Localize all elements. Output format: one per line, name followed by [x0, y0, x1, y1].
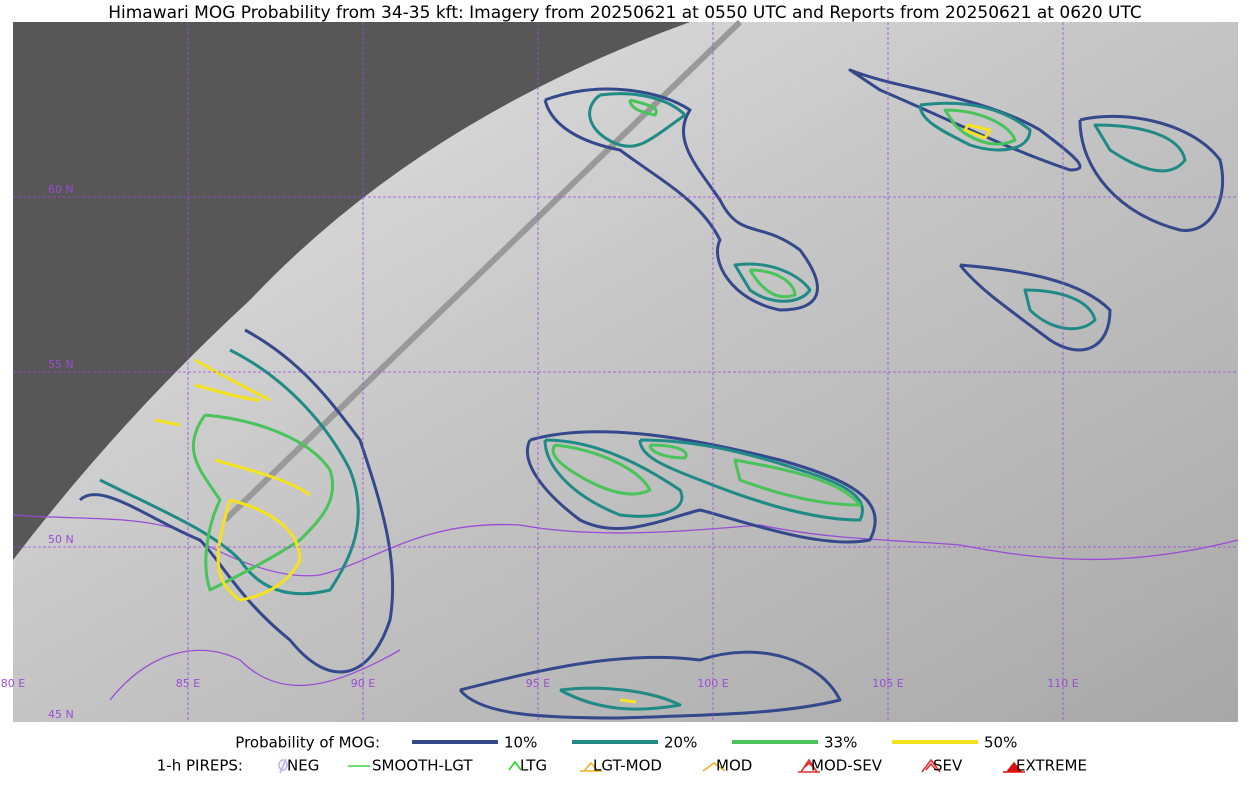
legend-icon: [921, 758, 941, 773]
legend-label: LGT-MOD: [593, 757, 662, 775]
legend-label: SEV: [933, 757, 963, 775]
legend-label: EXTREME: [1016, 757, 1087, 775]
legend-title: Probability of MOG:: [235, 734, 380, 752]
legend-label: 50%: [984, 734, 1017, 752]
lon-label: 90 E: [351, 677, 375, 690]
legend-icon: [580, 761, 602, 772]
lat-label: 45 N: [48, 708, 74, 721]
legend-label: 10%: [504, 734, 537, 752]
legend-label: NEG: [287, 757, 319, 775]
lon-label: 80 E: [1, 677, 25, 690]
legend-label: MOD-SEV: [811, 757, 883, 775]
legend-title: 1-h PIREPS:: [157, 757, 243, 775]
legend-label: MOD: [716, 757, 752, 775]
legend-icon: [702, 762, 726, 772]
legend: Probability of MOG: 1-h PIREPS:: [157, 734, 380, 775]
legend-icon: [1003, 761, 1025, 773]
title: Himawari MOG Probability from 34-35 kft:…: [108, 3, 1142, 23]
lat-label: 50 N: [48, 533, 74, 546]
lon-label: 105 E: [872, 677, 903, 690]
space-area: [13, 22, 690, 560]
contours: [78, 68, 1225, 720]
legend-label: LTG: [520, 757, 547, 775]
lon-label: 100 E: [697, 677, 728, 690]
legend-icon: [798, 758, 820, 773]
lat-label: 60 N: [48, 183, 74, 196]
image-seam: [222, 19, 743, 523]
legend-icon: [278, 758, 288, 774]
legend-icon: [508, 760, 522, 771]
lon-label: 95 E: [526, 677, 550, 690]
legend-label: 20%: [664, 734, 697, 752]
legend-label: SMOOTH-LGT: [372, 757, 473, 775]
map: 60 N 55 N 50 N 45 N 80 E 85 E 90 E 95 E 100 E 105…: [1, 19, 1239, 722]
lat-label: 55 N: [48, 358, 74, 371]
lon-label: 85 E: [176, 677, 200, 690]
legend-label: 33%: [824, 734, 857, 752]
lon-label: 110 E: [1047, 677, 1078, 690]
